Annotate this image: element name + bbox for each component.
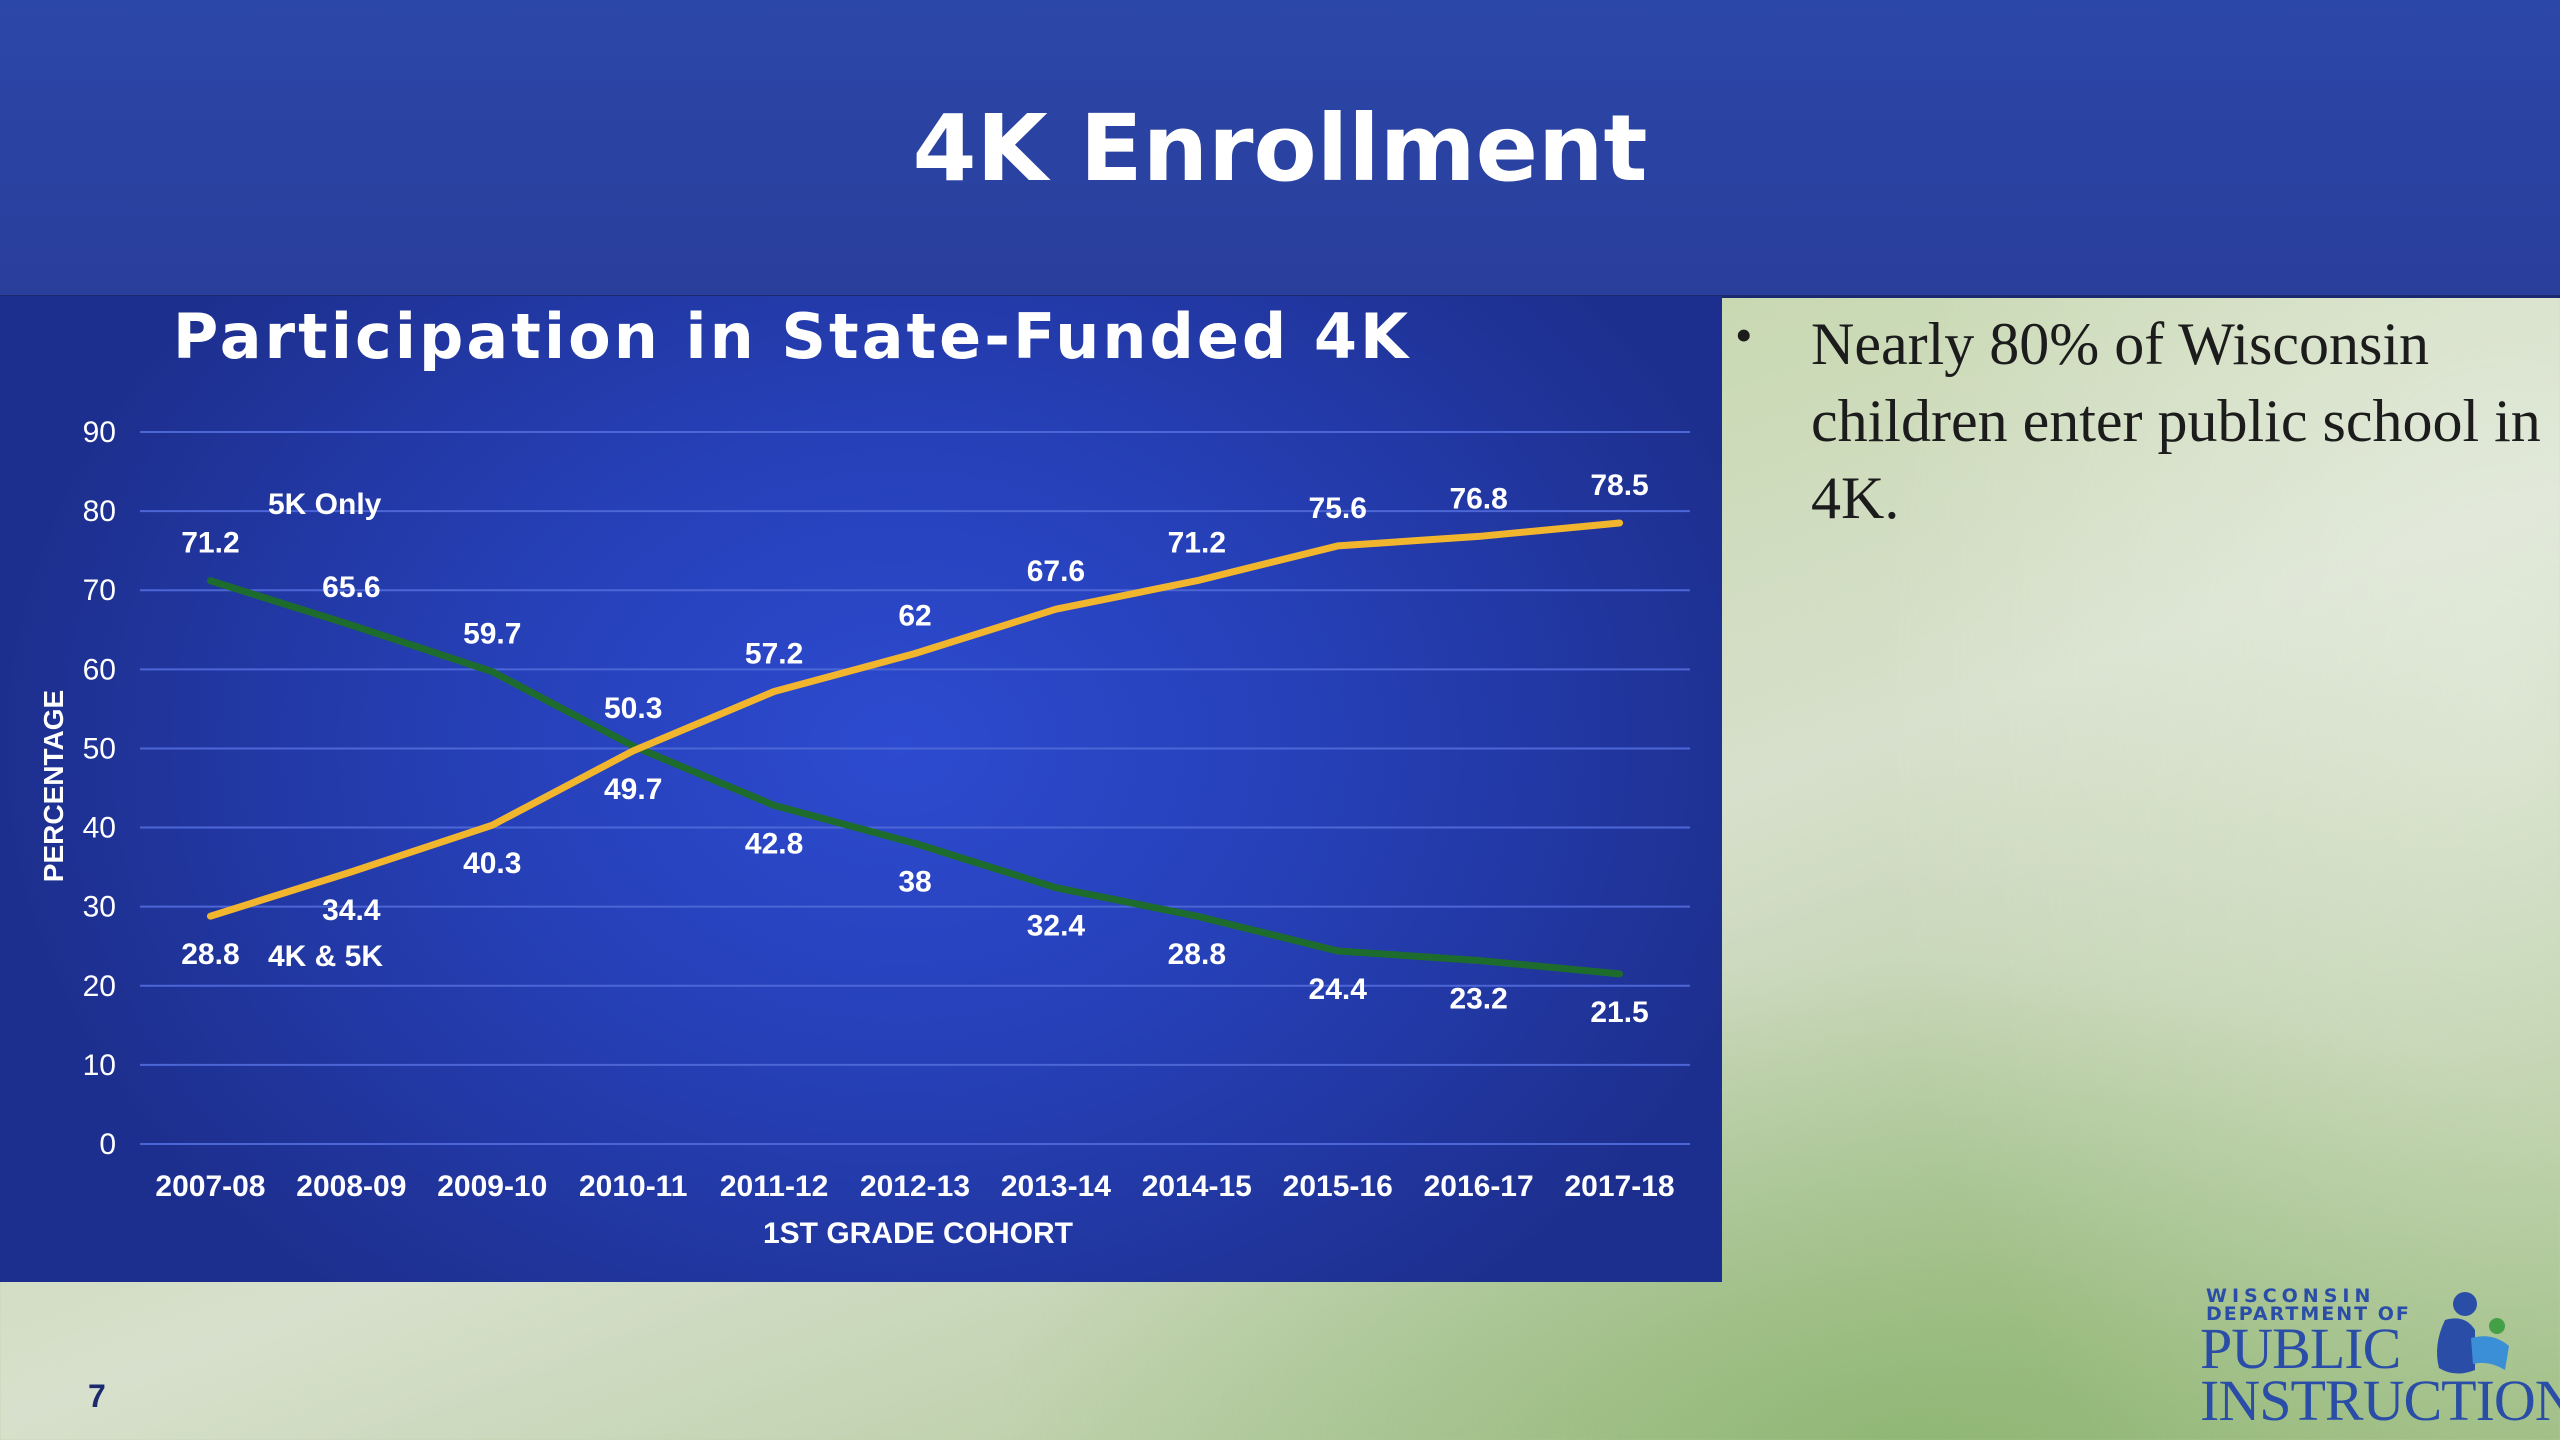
data-label-4k-5k: 49.7 (604, 773, 662, 806)
x-tick-label: 2010-11 (579, 1170, 687, 1203)
legend-label-5k-only: 5K Only (268, 488, 382, 521)
y-tick-label: 90 (83, 416, 116, 449)
x-tick-label: 2008-09 (296, 1170, 406, 1203)
data-label-5k-only: 21.5 (1590, 996, 1648, 1029)
x-tick-label: 2013-14 (1001, 1170, 1111, 1203)
y-tick-label: 50 (83, 732, 116, 765)
x-tick-label: 2016-17 (1424, 1170, 1534, 1203)
y-axis-title: PERCENTAGE (38, 690, 69, 882)
series-line-5k-only (206, 577, 1624, 978)
logo-line-wisconsin: WISCONSIN (2206, 1285, 2376, 1307)
x-tick-label: 2012-13 (860, 1170, 970, 1203)
slide-title: 4K Enrollment (912, 95, 1648, 202)
data-label-5k-only: 50.3 (604, 692, 662, 725)
logo-line-department: DEPARTMENT OF (2206, 1303, 2411, 1325)
legend-label-4k-5k: 4K & 5K (268, 940, 383, 973)
x-tick-label: 2015-16 (1283, 1170, 1393, 1203)
data-label-5k-only: 71.2 (181, 527, 239, 560)
data-label-5k-only: 23.2 (1449, 982, 1507, 1015)
dpi-logo: WISCONSIN DEPARTMENT OF PUBLIC INSTRUCTI… (2200, 1285, 2560, 1435)
data-label-5k-only: 32.4 (1027, 910, 1086, 943)
data-label-4k-5k: 75.6 (1309, 492, 1367, 525)
data-label-4k-5k: 71.2 (1168, 527, 1226, 560)
y-tick-label: 40 (83, 812, 116, 845)
bullet-text: Nearly 80% of Wisconsin children enter p… (1811, 311, 2541, 531)
y-tick-label: 10 (83, 1049, 116, 1082)
chart-panel: Participation in State-Funded 4K 0 10 20 30… (0, 296, 1722, 1282)
y-tick-label: 20 (83, 970, 116, 1003)
page-number: 7 (88, 1378, 106, 1414)
data-label-4k-5k: 28.8 (181, 938, 239, 971)
data-label-5k-only: 59.7 (463, 618, 521, 651)
data-label-5k-only: 24.4 (1309, 973, 1368, 1006)
y-tick-label: 0 (99, 1128, 116, 1161)
data-label-4k-5k: 34.4 (322, 894, 381, 927)
x-tick-label: 2017-18 (1564, 1170, 1674, 1203)
x-tick-label: 2014-15 (1142, 1170, 1252, 1203)
slide-header: 4K Enrollment (0, 0, 2560, 298)
data-label-4k-5k: 78.5 (1590, 469, 1648, 502)
data-label-5k-only: 28.8 (1168, 938, 1226, 971)
x-axis-title: 1ST GRADE COHORT (763, 1217, 1073, 1250)
data-label-4k-5k: 62 (898, 600, 931, 633)
logo-line-instruction: INSTRUCTION (2200, 1368, 2560, 1433)
x-tick-label: 2011-12 (720, 1170, 828, 1203)
y-tick-label: 30 (83, 891, 116, 924)
y-tick-label: 80 (83, 495, 116, 528)
x-tick-label: 2009-10 (437, 1170, 547, 1203)
data-label-4k-5k: 57.2 (745, 637, 803, 670)
chart-title: Participation in State-Funded 4K (173, 300, 1411, 373)
y-tick-label: 60 (83, 653, 116, 686)
child-reading-icon (2437, 1292, 2509, 1374)
series-line-4k-5k (206, 519, 1624, 920)
data-label-5k-only: 38 (898, 865, 931, 898)
data-label-4k-5k: 67.6 (1027, 555, 1085, 588)
logo-line-public: PUBLIC (2200, 1316, 2401, 1381)
y-tick-label: 70 (83, 574, 116, 607)
data-label-4k-5k: 76.8 (1449, 482, 1507, 515)
data-label-5k-only: 42.8 (745, 827, 803, 860)
bullet-marker: • (1735, 307, 1753, 363)
x-tick-label: 2007-08 (155, 1170, 265, 1203)
line-chart: Participation in State-Funded 4K 0 10 20 30… (38, 300, 1690, 1250)
data-label-5k-only: 65.6 (322, 571, 380, 604)
data-label-4k-5k: 40.3 (463, 847, 521, 880)
